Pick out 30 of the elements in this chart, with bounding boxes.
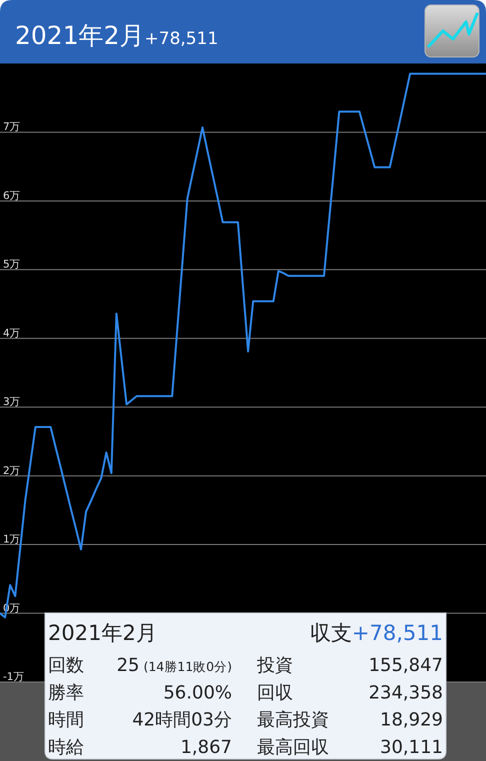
text: 時給	[48, 736, 84, 758]
annotation: 回数	[48, 655, 84, 676]
annotation: (14勝11敗0分)	[143, 659, 232, 674]
annotation: 2021年2月	[48, 621, 157, 645]
text: 234,358	[368, 682, 443, 704]
text: 最高投資	[257, 710, 329, 731]
text: 勝率	[48, 682, 84, 704]
text: 1,867	[180, 736, 232, 758]
y-tick-label: 4万	[3, 327, 21, 340]
y-tick-label: 7万	[3, 121, 21, 134]
text: 42時間03分	[132, 710, 232, 731]
text: 時間	[48, 710, 84, 731]
annotation: 25	[116, 655, 140, 676]
text: 回収	[257, 682, 293, 704]
y-tick-label: 1万	[3, 534, 21, 546]
text: 56.00%	[163, 682, 232, 704]
text: 18,929	[380, 710, 443, 731]
y-tick-label: 6万	[3, 190, 21, 202]
annotation: 収支	[310, 621, 352, 645]
annotation: 155,847	[368, 655, 443, 676]
annotation: 投資	[256, 655, 293, 676]
text: +78,511	[352, 621, 443, 645]
y-tick-label: 5万	[3, 258, 21, 271]
y-tick-label: 3万	[3, 396, 21, 408]
y-tick-label: -1万	[3, 671, 24, 683]
text: 最高回収	[257, 736, 329, 758]
text: +78,511	[144, 29, 218, 49]
chart-title: 2021年2月	[15, 21, 145, 50]
y-tick-label: 2万	[3, 464, 21, 477]
text: 30,111	[380, 736, 443, 758]
